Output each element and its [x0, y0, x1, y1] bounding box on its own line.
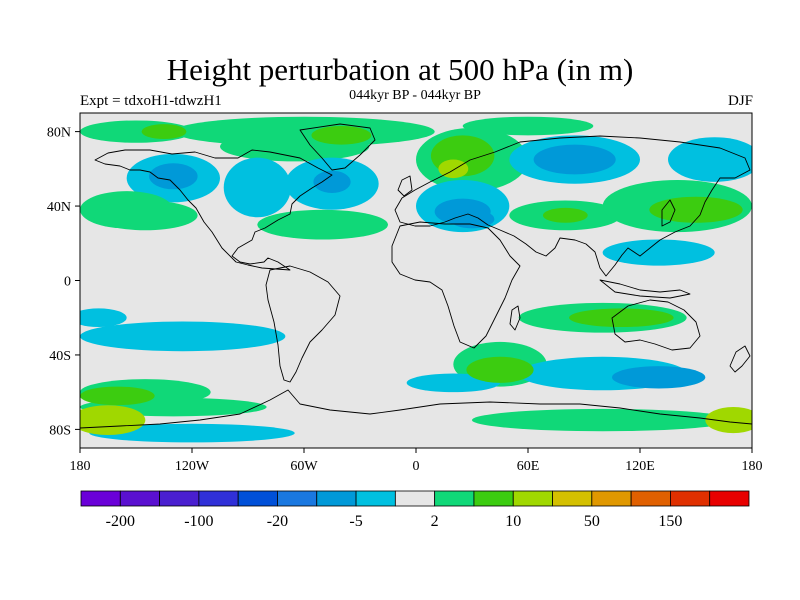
y-tick-label: 80S — [49, 423, 71, 438]
colorbar-swatch — [630, 490, 671, 507]
field-region — [141, 124, 187, 140]
colorbar-swatch — [355, 490, 396, 507]
colorbar-label: 2 — [431, 513, 439, 530]
x-tick-label: 180 — [70, 459, 91, 474]
period-label: 044kyr BP - 044kyr BP — [349, 88, 481, 103]
coast-greenland — [299, 123, 376, 171]
x-tick-label: 60E — [517, 459, 540, 474]
colorbar: -200 -100 -20 -5 2 10 50 150 — [80, 490, 750, 530]
field-region — [542, 207, 588, 223]
coast-north-america — [94, 149, 333, 271]
coast-africa — [391, 221, 521, 349]
colorbar-swatch — [434, 490, 475, 507]
colorbar-swatch — [591, 490, 632, 507]
coast-south-america — [265, 265, 341, 383]
colorbar-swatch — [277, 490, 318, 507]
field-region — [311, 126, 372, 145]
y-tick-label: 40N — [47, 200, 71, 215]
colorbar-swatch — [198, 490, 239, 507]
field-region — [569, 308, 674, 328]
field-region — [257, 209, 388, 240]
y-tick-label: 40S — [49, 349, 71, 364]
colorbar-label: -100 — [184, 513, 213, 530]
colorbar-label: -200 — [106, 513, 135, 530]
coast-indonesia — [599, 279, 691, 299]
colorbar-swatch — [512, 490, 553, 507]
colorbar-swatch — [709, 490, 750, 507]
field-region — [668, 137, 752, 182]
colorbar-swatch — [473, 490, 514, 507]
map-title: Height perturbation at 500 hPa (in m) — [166, 52, 634, 87]
colorbar-swatch — [119, 490, 160, 507]
colorbar-label: -5 — [349, 513, 362, 530]
experiment-label: Expt = tdxoH1-tdwzH1 — [80, 93, 222, 109]
field-region — [80, 308, 127, 328]
field-region — [80, 405, 146, 435]
coast-madagascar — [509, 305, 521, 331]
field-region — [313, 170, 351, 194]
coast-new-zealand — [729, 345, 751, 373]
x-tick-label: 0 — [413, 459, 420, 474]
x-tick-label: 120W — [175, 459, 210, 474]
colorbar-swatch — [237, 490, 278, 507]
field-region — [89, 423, 295, 443]
axis-ticks: 180 120W 60W 0 60E 120E 180 80N 40N 0 40S 80S — [47, 126, 763, 474]
colorbar-swatch — [80, 490, 121, 507]
field-region — [602, 239, 715, 266]
field-region — [93, 200, 198, 231]
field-region — [80, 386, 155, 406]
colorbar-label: 150 — [658, 513, 682, 530]
field-region — [223, 157, 291, 218]
field-region — [149, 163, 198, 190]
season-label: DJF — [727, 93, 753, 109]
colorbar-label: 50 — [584, 513, 600, 530]
coast-australia — [611, 299, 701, 351]
coast-british-isles — [397, 175, 413, 197]
field-region — [533, 144, 616, 175]
colorbar-swatch — [316, 490, 357, 507]
coastlines — [80, 123, 752, 429]
field-region — [705, 407, 752, 434]
colorbar-swatch — [552, 490, 593, 507]
field-layer — [80, 116, 752, 443]
field-region — [438, 159, 469, 179]
field-region — [472, 408, 734, 432]
y-tick-label: 80N — [47, 126, 71, 141]
field-region — [462, 116, 594, 136]
coast-japan — [661, 199, 676, 227]
x-tick-label: 120E — [625, 459, 655, 474]
y-tick-label: 0 — [64, 275, 71, 290]
colorbar-swatch — [394, 490, 436, 507]
field-region — [612, 366, 706, 389]
colorbar-label: -20 — [267, 513, 288, 530]
colorbar-label: 10 — [505, 513, 521, 530]
x-tick-label: 60W — [290, 459, 318, 474]
x-tick-label: 180 — [742, 459, 763, 474]
field-region — [449, 209, 495, 229]
field-region — [80, 321, 286, 352]
coast-antarctica — [80, 389, 752, 429]
colorbar-swatch — [670, 490, 711, 507]
colorbar-swatch — [159, 490, 200, 507]
field-region — [466, 356, 534, 383]
coast-eurasia — [394, 135, 751, 277]
